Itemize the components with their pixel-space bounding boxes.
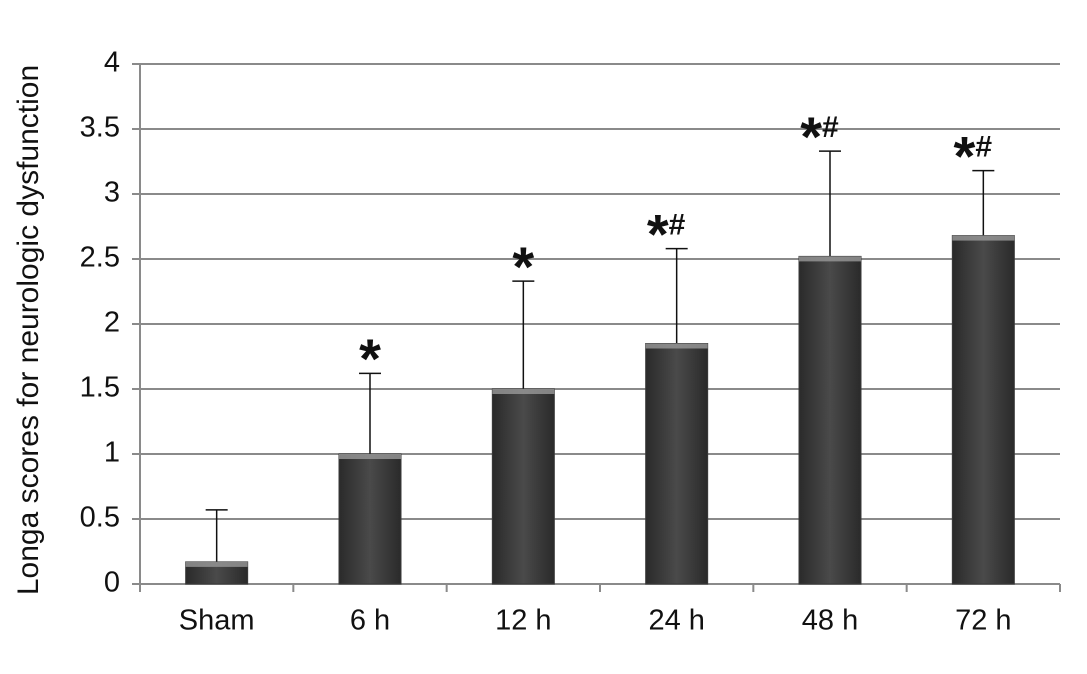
- x-tick-label: 24 h: [648, 605, 704, 637]
- significance-hash: #: [975, 131, 992, 164]
- significance-hash: #: [822, 111, 839, 144]
- bar: [491, 388, 555, 585]
- bar-highlight: [952, 235, 1015, 241]
- bar: [645, 343, 709, 585]
- y-tick-label: 0: [104, 567, 120, 599]
- bar-highlight: [799, 256, 861, 262]
- bar: [338, 453, 402, 585]
- x-tick-label: 72 h: [955, 605, 1011, 637]
- x-tick-label: 12 h: [495, 605, 551, 637]
- bar: [951, 235, 1015, 585]
- y-tick-label: 0.5: [80, 502, 120, 534]
- significance-star: *: [512, 235, 534, 298]
- x-tick-label: 48 h: [802, 605, 858, 637]
- significance-star: *: [359, 327, 381, 390]
- bar: [798, 255, 862, 585]
- x-tick-label: 6 h: [350, 605, 390, 637]
- bar-highlight: [339, 454, 401, 459]
- y-tick-label: 2.5: [80, 242, 120, 274]
- significance-hash: #: [669, 209, 686, 242]
- bar-highlight: [185, 561, 248, 567]
- y-tick-label: 3.5: [80, 112, 120, 144]
- x-tick-label: Sham: [179, 605, 255, 637]
- y-tick-label: 1.5: [80, 372, 120, 404]
- significance-star: *: [647, 202, 669, 265]
- bar-highlight: [645, 343, 708, 349]
- significance-star: *: [800, 105, 822, 168]
- y-tick-label: 4: [104, 47, 120, 79]
- y-axis-label: Longa scores for neurologic dysfunction: [12, 65, 45, 595]
- y-tick-label: 3: [104, 177, 120, 209]
- bar-highlight: [492, 389, 555, 394]
- significance-star: *: [954, 124, 976, 187]
- y-tick-label: 2: [104, 307, 120, 339]
- y-tick-label: 1: [104, 437, 120, 469]
